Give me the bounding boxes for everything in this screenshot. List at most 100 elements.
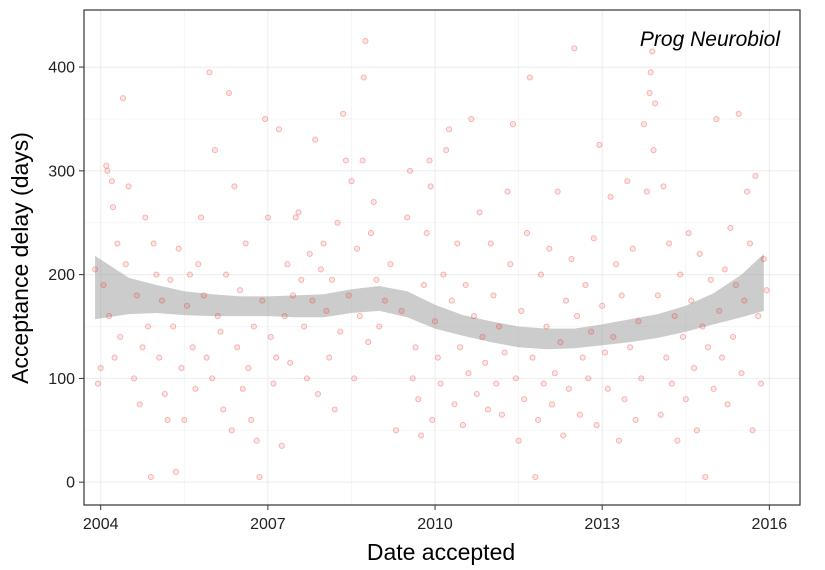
data-point [443, 147, 450, 154]
data-point [94, 380, 101, 387]
data-point [646, 89, 653, 97]
data-point [682, 396, 689, 403]
data-point [348, 178, 355, 185]
data-point [156, 354, 163, 361]
data-point [621, 396, 628, 403]
data-point [501, 349, 508, 356]
data-point [323, 307, 330, 314]
data-point [562, 297, 570, 304]
data-point [738, 370, 745, 377]
data-point [484, 406, 492, 413]
data-point [613, 261, 620, 268]
data-point [515, 437, 522, 444]
data-point [457, 344, 464, 351]
data-point [415, 396, 422, 403]
x-tick-label: 2007 [250, 516, 286, 533]
data-point [674, 437, 681, 444]
data-point [509, 121, 517, 128]
data-point [679, 333, 687, 340]
data-point [234, 344, 241, 351]
data-point [356, 313, 363, 320]
x-tick-label: 2010 [417, 516, 453, 533]
data-point [309, 297, 316, 304]
data-point [150, 240, 157, 247]
data-point [167, 276, 174, 283]
data-point [596, 141, 603, 148]
data-point [287, 359, 294, 366]
data-point [540, 380, 547, 387]
data-point [406, 167, 414, 174]
data-point [387, 261, 394, 268]
data-point [702, 473, 709, 481]
data-point [451, 401, 458, 408]
data-point [320, 240, 327, 247]
data-point [618, 292, 625, 299]
data-point [223, 271, 230, 278]
data-point [487, 240, 494, 247]
data-point [429, 416, 436, 423]
data-point [696, 250, 703, 257]
data-point [125, 183, 132, 190]
data-point [574, 313, 581, 320]
data-point [284, 261, 291, 268]
data-point [360, 74, 367, 81]
smooth-confidence-band [95, 253, 764, 350]
data-point [270, 380, 277, 387]
data-point [142, 214, 149, 221]
data-point [365, 339, 372, 346]
data-point [571, 45, 578, 52]
data-point [427, 183, 434, 190]
journal-annotation: Prog Neurobiol [640, 28, 781, 51]
data-point [136, 401, 143, 408]
data-point [328, 276, 336, 283]
data-point [668, 380, 675, 387]
data-point [526, 74, 533, 81]
y-tick-label: 200 [48, 267, 75, 284]
data-point [281, 313, 288, 320]
data-point [236, 287, 244, 294]
x-axis-title: Date accepted [367, 539, 515, 565]
data-point [724, 401, 731, 408]
data-point [537, 271, 544, 278]
data-point [418, 432, 425, 439]
data-point [607, 193, 614, 200]
data-point [298, 276, 305, 283]
data-point [178, 364, 185, 372]
data-point [565, 385, 572, 392]
data-point [108, 178, 115, 185]
data-point [109, 204, 117, 211]
data-point [654, 292, 661, 299]
data-point [334, 219, 341, 226]
data-point [727, 224, 734, 231]
data-point [610, 333, 617, 340]
data-point [735, 110, 742, 117]
data-point [200, 292, 207, 299]
data-point [245, 364, 252, 372]
data-point [186, 271, 193, 278]
data-point [292, 214, 299, 221]
data-point [131, 375, 138, 382]
data-point [409, 375, 416, 382]
data-point [111, 354, 118, 361]
data-point [640, 121, 648, 128]
data-point [175, 245, 182, 252]
data-point [504, 188, 511, 195]
data-point [473, 390, 480, 398]
data-point [535, 416, 542, 423]
data-point [359, 157, 366, 164]
data-point [250, 323, 257, 330]
data-point [275, 126, 283, 133]
data-point [225, 89, 232, 97]
data-point [576, 411, 583, 418]
data-point [373, 276, 380, 283]
data-point [273, 354, 280, 361]
plot-panel: 2004 2007 2010 2013 2016 0 100 200 300 400 [48, 9, 801, 533]
data-point [303, 375, 310, 382]
data-point [710, 385, 717, 392]
data-point [518, 307, 525, 314]
data-point [543, 323, 550, 330]
data-point [730, 333, 737, 340]
data-point [721, 266, 728, 273]
data-point [100, 281, 107, 289]
data-point [209, 375, 216, 382]
